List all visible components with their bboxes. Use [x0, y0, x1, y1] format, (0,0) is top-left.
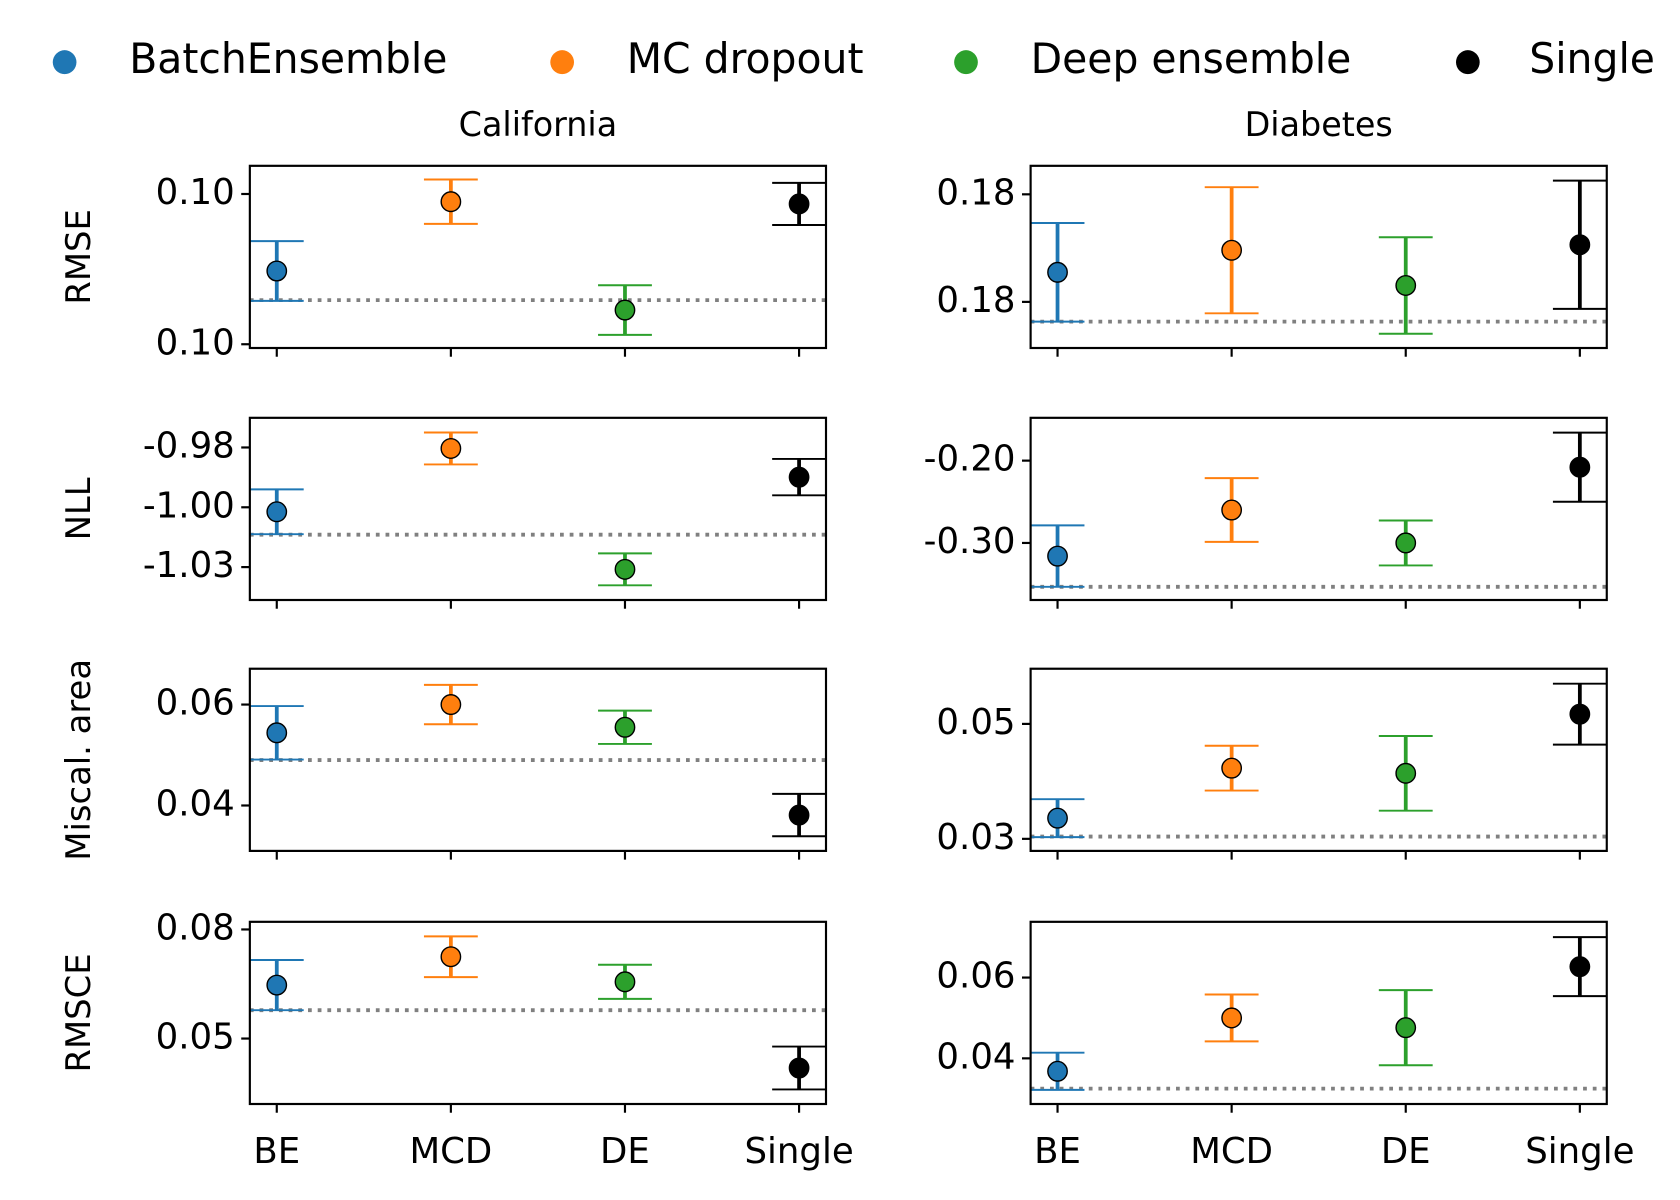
- axes-frame: [248, 667, 828, 852]
- point: [1395, 762, 1417, 784]
- legend-marker: [550, 50, 574, 75]
- y-axis-label: NLL: [59, 477, 98, 540]
- point: [1047, 807, 1068, 829]
- axes-frame: [248, 920, 828, 1106]
- point: [1221, 239, 1243, 261]
- point: [440, 191, 462, 213]
- legend-label: Single: [1529, 35, 1655, 83]
- y-tick-label: -1.03: [143, 545, 235, 586]
- point: [1047, 261, 1068, 283]
- axes-frame: [1029, 920, 1608, 1106]
- subplot-title: Diabetes: [1245, 105, 1393, 144]
- x-tick-label: Single: [1525, 1131, 1634, 1172]
- legend-label: MC dropout: [627, 35, 864, 83]
- point: [440, 694, 462, 716]
- y-tick-label: 0.04: [936, 1036, 1015, 1077]
- point: [1221, 757, 1243, 779]
- axes-frame: [1029, 667, 1608, 852]
- point: [266, 974, 288, 996]
- x-tick-label: MCD: [409, 1131, 492, 1172]
- axes-frame: [1029, 164, 1608, 350]
- y-tick-label: 0.10: [156, 322, 235, 363]
- point: [1569, 703, 1591, 725]
- point: [614, 971, 636, 993]
- legend-label: Deep ensemble: [1031, 35, 1352, 83]
- point: [788, 193, 810, 215]
- legend-label: BatchEnsemble: [129, 35, 447, 83]
- x-tick-label: BE: [253, 1131, 300, 1172]
- point: [1569, 234, 1591, 256]
- y-tick-label: 0.06: [936, 955, 1015, 996]
- y-tick-label: -0.98: [143, 425, 235, 466]
- x-tick-label: Single: [744, 1131, 853, 1172]
- x-tick-label: DE: [1381, 1131, 1431, 1172]
- point: [788, 1057, 810, 1079]
- point: [788, 466, 810, 488]
- point: [1221, 499, 1243, 521]
- point: [1395, 532, 1417, 554]
- y-tick-label: 0.18: [936, 172, 1015, 213]
- point: [1221, 1007, 1243, 1029]
- point: [440, 946, 462, 968]
- x-tick-label: MCD: [1190, 1131, 1273, 1172]
- y-tick-label: 0.06: [156, 682, 235, 723]
- y-axis-label: RMSE: [59, 209, 98, 305]
- axes-frame: [248, 164, 828, 350]
- legend-marker: [1456, 50, 1480, 75]
- y-tick-label: -0.20: [924, 438, 1016, 479]
- y-tick-label: 0.04: [156, 783, 235, 824]
- x-tick-label: DE: [600, 1131, 650, 1172]
- y-tick-label: 0.05: [156, 1016, 235, 1057]
- point: [266, 501, 288, 523]
- axes-frame: [248, 416, 828, 602]
- point: [614, 299, 636, 321]
- point: [1395, 274, 1417, 297]
- subplot-title: California: [459, 105, 617, 144]
- y-axis-label: RMSCE: [59, 953, 98, 1072]
- y-tick-label: 0.05: [936, 702, 1015, 743]
- y-tick-label: 0.10: [156, 172, 235, 213]
- y-tick-label: 0.03: [936, 817, 1015, 858]
- point: [1047, 1060, 1068, 1082]
- point: [614, 716, 636, 738]
- legend-marker: [52, 50, 77, 75]
- axes-frame: [1029, 416, 1608, 602]
- point: [788, 804, 810, 826]
- y-tick-label: -0.30: [924, 521, 1016, 562]
- point: [614, 558, 636, 580]
- point: [266, 722, 288, 744]
- point: [1395, 1017, 1417, 1039]
- y-tick-label: 0.08: [156, 907, 235, 948]
- point: [1047, 545, 1068, 567]
- point: [440, 437, 462, 459]
- point: [266, 260, 288, 282]
- point: [1569, 456, 1591, 478]
- y-tick-label: -1.00: [143, 485, 235, 526]
- legend-marker: [954, 50, 978, 75]
- x-tick-label: BE: [1034, 1131, 1081, 1172]
- y-tick-label: 0.18: [936, 280, 1015, 321]
- point: [1569, 956, 1591, 978]
- y-axis-label: Miscal. area: [59, 659, 98, 861]
